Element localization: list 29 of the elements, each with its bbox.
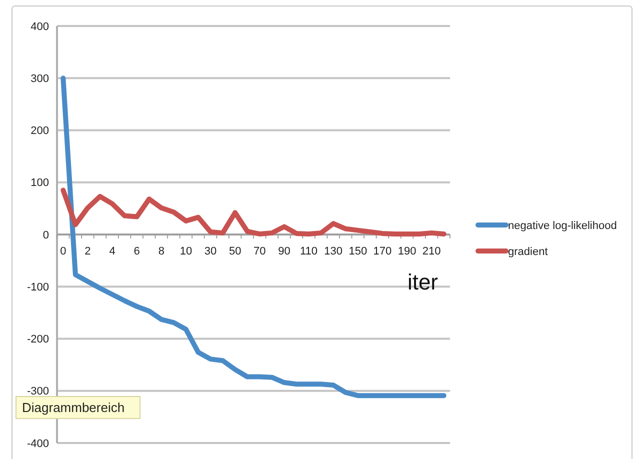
x-tick-label: 30 [204,245,217,258]
y-tick-label: -200 [26,334,49,346]
y-tick-label: -300 [26,386,49,398]
x-tick-label: 6 [134,245,140,258]
x-tick-label: 110 [300,245,318,258]
x-tick-label: 190 [398,245,416,258]
annotation: Diagrammbereich [22,400,125,416]
legend-label: gradient [508,246,548,258]
x-tick-label: 90 [278,245,290,258]
x-tick-label: 2 [84,245,91,258]
y-tick-label: 0 [42,229,49,242]
x-axis-title: iter [407,270,438,294]
x-tick-label: 210 [422,245,441,258]
y-tick-label: 200 [30,125,49,138]
y-tick-label: -400 [26,438,49,450]
x-tick-label: 170 [373,245,392,258]
x-tick-label: 0 [60,245,66,258]
y-tick-label: 100 [30,177,49,190]
x-tick-label: 10 [180,245,192,258]
x-tick-label: 50 [228,245,242,258]
y-tick-label: 300 [30,72,49,85]
x-tick-label: 4 [109,245,116,258]
x-tick-label: 70 [254,245,266,258]
x-tick-label: 150 [348,245,368,258]
y-tick-label: -100 [26,281,49,294]
x-tick-label: 130 [324,245,343,258]
y-tick-label: 400 [30,20,49,33]
legend-label: negative log-likelihood [508,220,617,232]
x-tick-label: 8 [158,245,164,258]
